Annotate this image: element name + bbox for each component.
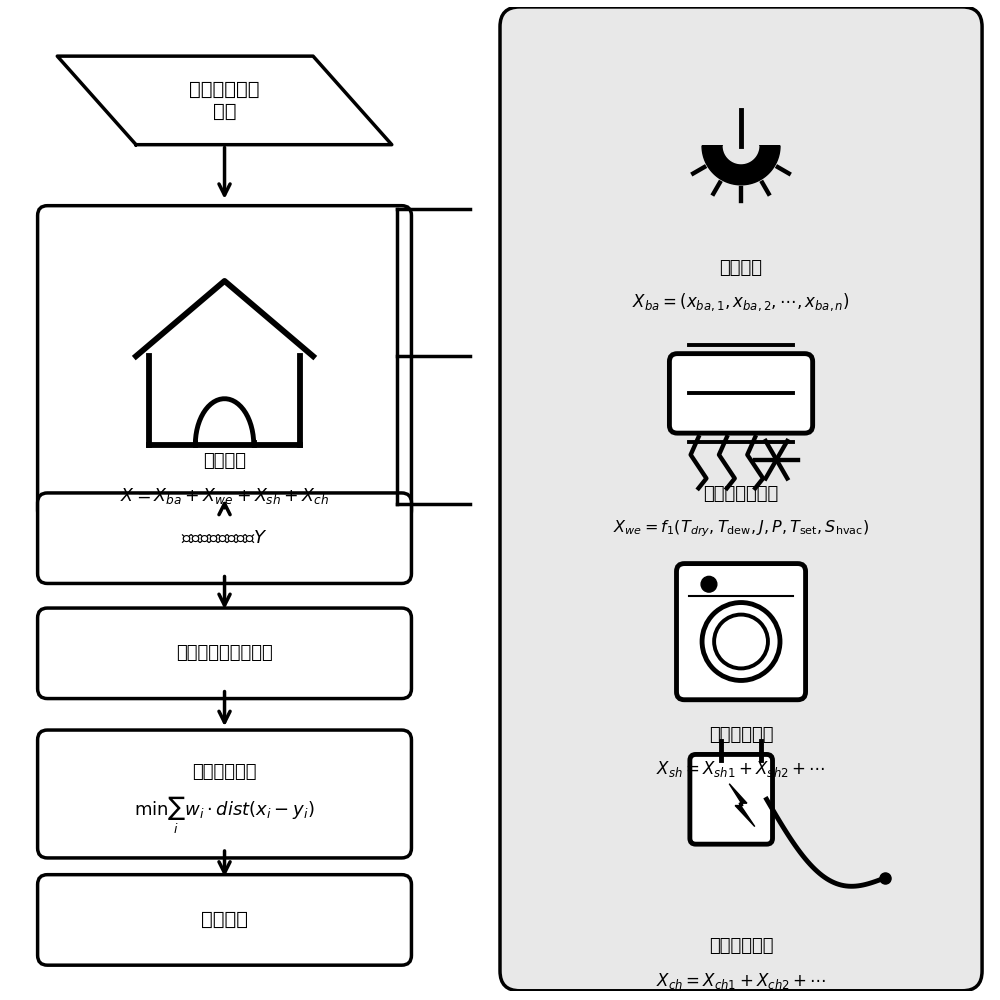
Text: 天气敏感型负荷: 天气敏感型负荷 bbox=[703, 485, 779, 503]
Text: 可转移型负荷: 可转移型负荷 bbox=[709, 726, 773, 744]
Text: $X_{ba} = (x_{ba,1}, x_{ba,2}, \cdots, x_{ba,n})$: $X_{ba} = (x_{ba,1}, x_{ba,2}, \cdots, x… bbox=[632, 291, 850, 313]
Text: 控制信号: 控制信号 bbox=[201, 910, 248, 929]
Circle shape bbox=[714, 615, 768, 668]
FancyBboxPatch shape bbox=[500, 7, 982, 991]
Text: 确定参照用电负荷$Y$: 确定参照用电负荷$Y$ bbox=[181, 529, 268, 547]
FancyBboxPatch shape bbox=[38, 493, 411, 583]
Text: $X_{ch} = X_{ch1} + X_{ch2} + \cdots$: $X_{ch} = X_{ch1} + X_{ch2} + \cdots$ bbox=[656, 971, 826, 991]
FancyBboxPatch shape bbox=[669, 354, 813, 433]
FancyBboxPatch shape bbox=[38, 206, 411, 520]
Text: 目标函数求解: 目标函数求解 bbox=[192, 763, 257, 781]
Polygon shape bbox=[723, 146, 759, 164]
Text: 基础负荷: 基础负荷 bbox=[720, 259, 763, 277]
Polygon shape bbox=[702, 146, 780, 185]
Text: $X_{sh} = X_{sh1} + X_{sh2} + \cdots$: $X_{sh} = X_{sh1} + X_{sh2} + \cdots$ bbox=[656, 759, 826, 779]
Text: $X = X_{ba} + X_{we} + X_{sh} + X_{ch}$: $X = X_{ba} + X_{we} + X_{sh} + X_{ch}$ bbox=[120, 486, 329, 506]
FancyBboxPatch shape bbox=[38, 608, 411, 699]
Text: 可转换型负荷: 可转换型负荷 bbox=[709, 937, 773, 955]
FancyBboxPatch shape bbox=[676, 564, 806, 700]
Polygon shape bbox=[729, 784, 755, 827]
Text: $X_{we} = f_1 (T_{dry}, T_{\mathrm{dew}}, J, P, T_{\mathrm{set}}, S_{\mathrm{hva: $X_{we} = f_1 (T_{dry}, T_{\mathrm{dew}}… bbox=[613, 518, 869, 539]
Text: 建筑负荷: 建筑负荷 bbox=[203, 452, 246, 470]
Circle shape bbox=[702, 603, 780, 680]
Circle shape bbox=[701, 576, 717, 592]
Text: $\min\sum_{i} w_i \cdot dist(x_i - y_i)$: $\min\sum_{i} w_i \cdot dist(x_i - y_i)$ bbox=[134, 795, 315, 836]
FancyBboxPatch shape bbox=[690, 754, 773, 844]
FancyBboxPatch shape bbox=[38, 875, 411, 965]
Text: 确定距离函数、权重: 确定距离函数、权重 bbox=[176, 644, 273, 662]
FancyBboxPatch shape bbox=[38, 730, 411, 858]
Text: 电网需求响应
信号: 电网需求响应 信号 bbox=[189, 80, 260, 121]
